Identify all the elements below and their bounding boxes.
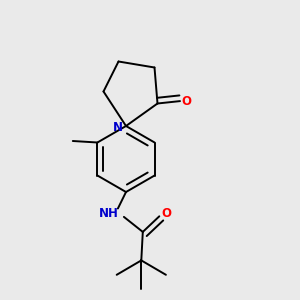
Text: NH: NH: [99, 207, 119, 220]
Text: O: O: [161, 207, 171, 220]
Text: N: N: [112, 121, 123, 134]
Text: O: O: [182, 94, 192, 108]
